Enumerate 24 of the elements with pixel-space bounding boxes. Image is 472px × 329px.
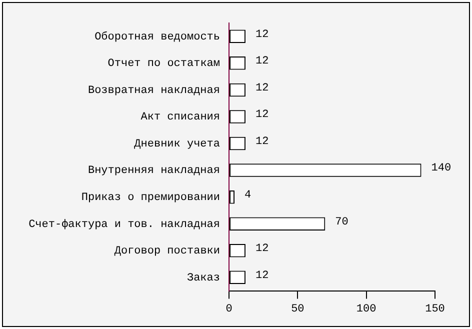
y-tick-label: Отчет по остаткам — [108, 58, 220, 70]
y-tick-label: Счет-фактура и тов. накладная — [28, 218, 220, 231]
data-label: 12 — [255, 109, 269, 122]
y-tick-label: Дневник учета — [134, 138, 220, 150]
data-label: 12 — [255, 82, 269, 94]
y-tick-label: Оборотная ведомость — [94, 30, 220, 44]
x-tick-label: 150 — [425, 303, 445, 316]
x-tick-label: 100 — [356, 303, 376, 316]
y-tick-label: Приказ о премировании — [81, 192, 220, 204]
data-label: 12 — [255, 270, 269, 282]
y-tick-label: Внутренняя накладная — [88, 165, 220, 178]
data-label: 140 — [431, 162, 452, 175]
data-label: 12 — [255, 243, 269, 256]
data-label: 12 — [255, 136, 269, 148]
y-tick-label: Акт списания — [140, 112, 220, 124]
data-label: 4 — [244, 189, 252, 202]
y-tick-label: Возвратная накладная — [88, 84, 220, 97]
data-label: 12 — [255, 56, 269, 68]
x-tick-label: 50 — [291, 303, 304, 316]
data-label: 12 — [255, 28, 269, 41]
x-tick-label: 0 — [226, 303, 232, 316]
y-tick-label: Заказ — [186, 272, 220, 284]
y-tick-label: Договор поставки — [114, 246, 220, 258]
data-label: 70 — [335, 216, 348, 228]
